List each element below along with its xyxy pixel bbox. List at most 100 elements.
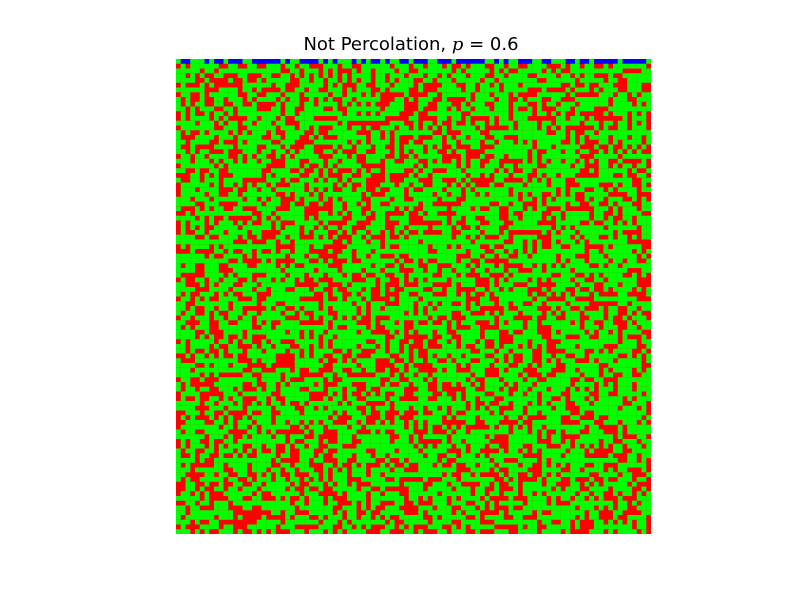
lattice-cell-open: [527, 220, 533, 226]
lattice-cell-open: [233, 125, 238, 131]
lattice-cell-open: [465, 177, 471, 183]
lattice-cell-open: [204, 244, 210, 250]
lattice-cell-open: [342, 59, 348, 64]
lattice-cell-open: [494, 429, 500, 435]
lattice-cell-open: [518, 439, 523, 444]
lattice-cell-open: [499, 234, 504, 240]
lattice-cell-open: [589, 434, 595, 440]
lattice-cell-open: [418, 282, 424, 288]
lattice-cell-open: [527, 410, 533, 416]
lattice-cell-open: [266, 415, 272, 421]
lattice-cell-open: [389, 201, 395, 207]
lattice-cell-open: [337, 111, 343, 117]
lattice-cell-open: [632, 377, 637, 383]
lattice-cell-open: [361, 391, 367, 397]
lattice-cell-open: [622, 97, 628, 102]
lattice-cell-open: [508, 291, 514, 297]
lattice-cell-open: [190, 310, 196, 316]
lattice-cell-open: [195, 116, 200, 121]
lattice-cell-open: [537, 296, 542, 302]
lattice-cell-open: [180, 78, 186, 83]
lattice-cell-open: [570, 154, 576, 159]
lattice-cell-open: [266, 111, 272, 117]
lattice-cell-open: [190, 220, 196, 226]
lattice-cell-open: [328, 239, 333, 245]
lattice-cell-open: [394, 396, 400, 402]
lattice-cell-open: [470, 363, 476, 368]
lattice-cell-open: [351, 287, 357, 292]
lattice-cell-open: [565, 120, 571, 126]
lattice-cell-open: [489, 78, 495, 83]
lattice-cell-open: [385, 182, 390, 188]
lattice-cell-open: [361, 291, 367, 297]
lattice-cell-open: [613, 177, 618, 183]
lattice-cell-open: [242, 272, 248, 278]
lattice-cell-open: [494, 73, 500, 79]
lattice-cell-open: [427, 111, 433, 117]
lattice-cell-open: [484, 82, 490, 88]
lattice-cell-open: [214, 130, 219, 136]
lattice-cell-open: [176, 201, 181, 207]
lattice-cell-open: [347, 344, 352, 349]
lattice-cell-open: [313, 82, 319, 88]
lattice-cell-filled: [613, 59, 618, 64]
lattice-cell-open: [351, 282, 357, 288]
lattice-cell-open: [280, 325, 286, 330]
lattice-cell-open: [584, 325, 590, 330]
lattice-cell-open: [299, 130, 305, 136]
lattice-cell-open: [527, 310, 533, 316]
lattice-cell-open: [551, 168, 557, 174]
lattice-cell-open: [646, 439, 652, 444]
lattice-cell-open: [475, 135, 481, 140]
lattice-cell-open: [266, 301, 272, 307]
lattice-cell-open: [351, 215, 357, 221]
lattice-cell-open: [608, 201, 614, 207]
lattice-cell-open: [575, 177, 580, 183]
lattice-cell-open: [380, 125, 386, 131]
lattice-cell-open: [233, 405, 238, 411]
lattice-cell-open: [266, 125, 272, 131]
lattice-cell-open: [176, 287, 181, 292]
lattice-cell-open: [437, 310, 443, 316]
lattice-cell-open: [332, 73, 338, 79]
lattice-cell-open: [404, 401, 409, 406]
lattice-cell-open: [380, 424, 386, 430]
lattice-cell-open: [209, 410, 215, 416]
lattice-cell-open: [228, 163, 234, 169]
lattice-cell-open: [261, 405, 267, 411]
lattice-cell-open: [199, 424, 205, 430]
lattice-cell-open: [575, 168, 580, 174]
lattice-cell-open: [451, 87, 457, 93]
lattice-cell-open: [589, 177, 595, 183]
lattice-cell-open: [375, 339, 381, 345]
lattice-cell-open: [361, 325, 367, 330]
lattice-cell-open: [309, 272, 314, 278]
lattice-cell-open: [432, 187, 438, 193]
lattice-cell-open: [456, 249, 462, 254]
lattice-cell-open: [489, 225, 495, 231]
lattice-cell-open: [537, 239, 542, 245]
lattice-cell-open: [261, 206, 267, 212]
lattice-cell-open: [285, 63, 291, 69]
lattice-cell-open: [465, 277, 471, 283]
lattice-cell-open: [290, 372, 295, 378]
lattice-cell-open: [475, 97, 481, 102]
lattice-cell-open: [280, 348, 286, 354]
lattice-cell-open: [579, 177, 585, 183]
lattice-cell-open: [423, 339, 428, 345]
lattice-cell-open: [313, 306, 319, 311]
lattice-cell-open: [385, 230, 390, 235]
lattice-cell-open: [180, 339, 186, 345]
lattice-cell-open: [437, 78, 443, 83]
lattice-cell-open: [195, 258, 200, 264]
lattice-cell-open: [413, 268, 419, 273]
lattice-cell-open: [418, 211, 424, 216]
lattice-cell-open: [594, 253, 599, 259]
lattice-cell-open: [318, 177, 324, 183]
lattice-cell-open: [209, 401, 215, 406]
lattice-cell-open: [209, 187, 215, 193]
lattice-cell-open: [280, 424, 286, 430]
lattice-cell-open: [513, 116, 519, 121]
lattice-cell-open: [641, 386, 647, 392]
lattice-cell-open: [389, 73, 395, 79]
